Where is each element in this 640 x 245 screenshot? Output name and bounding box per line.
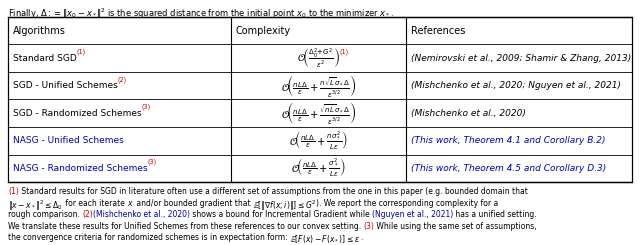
Text: (Nemirovski et al., 2009; Shamir & Zhang, 2013): (Nemirovski et al., 2009; Shamir & Zhang… [411,54,632,63]
Text: $\mathbb{E}[\|\nabla f(x;i)\|] \leq G^2$: $\mathbb{E}[\|\nabla f(x;i)\|] \leq G^2$ [253,198,316,213]
Text: Finally, $\Delta := \|x_0 - x_*\|^2$ is the squared distance from the initial po: Finally, $\Delta := \|x_0 - x_*\|^2$ is … [8,7,394,21]
Text: $\mathbb{E}[F(x) - F(x_*)] \leq \epsilon$: $\mathbb{E}[F(x) - F(x_*)] \leq \epsilon… [290,233,360,245]
Text: SGD - Unified Schemes: SGD - Unified Schemes [13,81,118,90]
Text: While using the same set of assumptions,: While using the same set of assumptions, [374,221,537,231]
Text: (2): (2) [118,76,127,83]
Text: NASG - Randomized Schemes: NASG - Randomized Schemes [13,164,148,173]
Text: NASG - Unified Schemes: NASG - Unified Schemes [13,136,124,145]
Text: and/or bounded gradient that: and/or bounded gradient that [134,198,253,208]
Text: (This work, Theorem 4.1 and Corollary B.2): (This work, Theorem 4.1 and Corollary B.… [411,136,605,145]
Text: $\mathcal{O}\!\left(\frac{nL\Delta}{\epsilon} + \frac{n\sqrt{L}\sigma_*\Delta}{\: $\mathcal{O}\!\left(\frac{nL\Delta}{\eps… [281,73,356,99]
Text: Standard results for SGD in literature often use a different set of assumptions : Standard results for SGD in literature o… [19,187,527,196]
Text: $\mathcal{O}\!\left(\frac{nL\Delta}{\epsilon} + \frac{\sigma_*^2}{L\epsilon}\rig: $\mathcal{O}\!\left(\frac{nL\Delta}{\eps… [291,157,346,179]
Text: (3): (3) [141,104,151,110]
Text: $\|x - x_*\|^2 \leq \Delta_0$: $\|x - x_*\|^2 \leq \Delta_0$ [8,198,63,213]
Text: rough comparison.: rough comparison. [8,210,83,219]
Text: $\mathcal{O}\!\left(\frac{\Delta_0^2{+}G^2}{\epsilon^2}\right)$: $\mathcal{O}\!\left(\frac{\Delta_0^2{+}G… [297,47,340,70]
Text: SGD - Randomized Schemes: SGD - Randomized Schemes [13,109,141,118]
Text: (Mishchenko et al., 2020): (Mishchenko et al., 2020) [411,109,526,118]
Text: (Nguyen et al., 2021): (Nguyen et al., 2021) [372,210,453,219]
Text: ). We report the corresponding complexity for a: ). We report the corresponding complexit… [316,198,499,208]
Bar [8,17,632,182]
Text: Algorithms: Algorithms [13,26,66,36]
Text: (Mishchenko et al., 2020): (Mishchenko et al., 2020) [93,210,190,219]
Text: (3): (3) [148,159,157,165]
Text: $\mathcal{O}\!\left(\frac{nL\Delta}{\epsilon} + \frac{\sqrt{nL}\sigma_*\Delta}{\: $\mathcal{O}\!\left(\frac{nL\Delta}{\eps… [281,100,356,126]
Text: (2): (2) [83,210,93,219]
Text: $\mathcal{O}\!\left(\frac{nL\Delta}{\epsilon} + \frac{n\sigma_*^2}{L\epsilon}\ri: $\mathcal{O}\!\left(\frac{nL\Delta}{\eps… [289,130,348,152]
Text: References: References [411,26,465,36]
Text: Standard SGD: Standard SGD [13,54,77,63]
Text: shows a bound for Incremental Gradient while: shows a bound for Incremental Gradient w… [190,210,372,219]
Text: .: . [360,233,362,242]
Text: (1): (1) [77,49,86,55]
Text: the convergence criteria for randomized schemes is in expectation form:: the convergence criteria for randomized … [8,233,290,242]
Text: for each iterate: for each iterate [63,198,127,208]
Text: Complexity: Complexity [236,26,291,36]
Text: (1): (1) [340,49,349,55]
Text: (1): (1) [8,187,19,196]
Text: (Mishchenko et al., 2020; Nguyen et al., 2021): (Mishchenko et al., 2020; Nguyen et al.,… [411,81,621,90]
Text: (3): (3) [364,221,374,231]
Text: has a unified setting.: has a unified setting. [453,210,537,219]
Text: $x$: $x$ [127,198,134,208]
Text: (This work, Theorem 4.5 and Corollary D.3): (This work, Theorem 4.5 and Corollary D.… [411,164,606,173]
Text: We translate these results for Unified Schemes from these references to our conv: We translate these results for Unified S… [8,221,364,231]
